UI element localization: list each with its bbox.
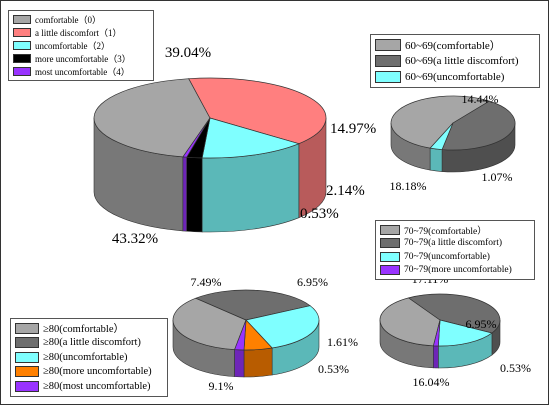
legend-swatch	[13, 15, 31, 24]
legend-item-uncomfortable: 60~69(uncomfortable)	[375, 69, 535, 85]
pie-slice-top	[437, 319, 493, 347]
slice-value-label: 39.04%	[165, 45, 211, 61]
legend-label: ≥80(comfortable）	[43, 323, 124, 335]
legend-label: 70~79(comfortable）	[404, 226, 487, 237]
pie-slice-top	[407, 293, 501, 334]
legend-swatch	[15, 351, 39, 363]
pie-slice-top	[441, 100, 516, 151]
slice-value-label: 16.04%	[413, 375, 450, 389]
legend-swatch	[380, 251, 400, 262]
slice-value-label: 1.07%	[482, 170, 513, 184]
slice-value-label: 0.53%	[500, 361, 531, 375]
legend-label: 70~79(a little discomfort)	[404, 238, 503, 249]
legend-label: ≥80(most uncomfortable)	[43, 380, 151, 392]
pie-slice-side	[429, 147, 443, 172]
slice-value-label: 0.53%	[300, 206, 339, 222]
legend-swatch	[15, 322, 39, 334]
slice-value-label: 1.61%	[327, 335, 358, 349]
legend-item-comfortable: comfortable（0）	[13, 13, 149, 26]
legend-label: 70~79(uncomfortable)	[404, 251, 490, 262]
legend-label: ≥80(a little discomfort)	[43, 337, 141, 349]
pie-slice-side	[243, 347, 273, 378]
legend-item-most-uncomfortable: most uncomfortable（4）	[13, 65, 149, 78]
slice-value-label: 43.32%	[112, 231, 158, 247]
legend-label: 70~79(more uncomfortable)	[404, 265, 512, 276]
slice-value-label: 2.14%	[326, 183, 365, 199]
slice-value-label: 6.95%	[466, 317, 497, 331]
legend-swatch	[15, 366, 39, 378]
legend-label: a little discomfort（1）	[35, 28, 122, 38]
legend-80-plus: ≥80(comfortable） ≥80(a little discomfort…	[10, 318, 168, 397]
legend-item-a-little-discomfort: 60~69(a little discomfort)	[375, 53, 535, 69]
pie-chart-1: 18.18% 14.44% 1.07%	[390, 92, 516, 193]
legend-70-79: 70~79(comfortable） 70~79(a little discom…	[375, 220, 535, 280]
pie-slice-top	[432, 319, 441, 347]
pie-slice-top	[188, 77, 327, 145]
legend-swatch	[13, 67, 31, 76]
legend-item-comfortable: ≥80(comfortable）	[15, 321, 163, 336]
legend-60-69: 60~69(comfortable） 60~69(a little discom…	[370, 34, 540, 88]
legend-swatch	[13, 54, 31, 63]
pie-slice-side	[234, 349, 245, 378]
legend-swatch	[380, 265, 400, 276]
legend-item-most-uncomfortable: ≥80(most uncomfortable)	[15, 379, 163, 394]
slice-value-label: 14.97%	[330, 121, 376, 137]
legend-swatch	[15, 337, 39, 349]
pie-slice-top	[429, 122, 454, 150]
legend-label: uncomfortable（2）	[35, 41, 110, 51]
legend-item-comfortable: 70~79(comfortable）	[380, 223, 530, 237]
pie-slice-top	[172, 297, 247, 350]
legend-item-more-uncomfortable: ≥80(more uncomfortable)	[15, 365, 163, 380]
legend-item-more-uncomfortable: more uncomfortable（3）	[13, 52, 149, 65]
legend-label: 60~69(a little discomfort)	[405, 55, 519, 67]
legend-swatch	[15, 380, 39, 392]
pie-slice-top	[182, 117, 211, 158]
slice-value-label: 9.1%	[209, 379, 234, 393]
pie-slice-top	[201, 117, 300, 159]
pie-slice-side	[186, 156, 203, 233]
legend-swatch	[375, 39, 401, 51]
slice-value-label: 7.49%	[191, 275, 222, 289]
pie-slice-side	[182, 156, 187, 232]
pie-slice-side	[433, 345, 439, 369]
slice-value-label: 0.53%	[318, 362, 349, 376]
legend-item-a-little-discomfort: ≥80(a little discomfort)	[15, 336, 163, 351]
legend-item-a-little-discomfort: 70~79(a little discomfort)	[380, 237, 530, 251]
pie-slice-top	[390, 95, 491, 149]
slice-value-label: 6.95%	[297, 275, 328, 289]
slice-value-label: 18.18%	[390, 179, 427, 193]
legend-label: ≥80(uncomfortable)	[43, 351, 128, 363]
pie-chart-0: 43.32% 39.04% 14.97% 2.14% 0.53%	[93, 45, 376, 247]
legend-item-uncomfortable: uncomfortable（2）	[13, 39, 149, 52]
legend-swatch	[380, 224, 400, 235]
legend-swatch	[380, 238, 400, 249]
legend-swatch	[375, 55, 401, 67]
legend-label: 60~69(uncomfortable)	[405, 71, 505, 83]
pie-chart-2: 9.1% 7.49% 6.95% 1.61% 0.53%	[172, 275, 358, 393]
legend-swatch	[375, 71, 401, 83]
legend-item-uncomfortable: 70~79(uncomfortable)	[380, 250, 530, 264]
legend-swatch	[13, 28, 31, 37]
legend-label: ≥80(more uncomfortable)	[43, 366, 152, 378]
legend-main: comfortable（0） a little discomfort（1） un…	[8, 10, 154, 81]
legend-label: most uncomfortable（4）	[35, 67, 130, 77]
pie-slice-top	[234, 319, 247, 351]
pie-chart-3: 16.04%17.11%6.95%0.53%	[379, 272, 531, 389]
legend-label: more uncomfortable（3）	[35, 54, 131, 64]
legend-swatch	[13, 41, 31, 50]
slice-value-label: 14.44%	[462, 92, 499, 106]
legend-label: 60~69(comfortable）	[405, 40, 501, 52]
legend-item-uncomfortable: ≥80(uncomfortable)	[15, 350, 163, 365]
legend-item-more-uncomfortable: 70~79(more uncomfortable)	[380, 264, 530, 278]
legend-item-comfortable: 60~69(comfortable）	[375, 37, 535, 53]
pie-slice-top	[93, 78, 211, 158]
pie-slice-top	[245, 305, 320, 349]
legend-item-a-little-discomfort: a little discomfort（1）	[13, 26, 149, 39]
pie-slice-top	[194, 289, 312, 321]
legend-label: comfortable（0）	[35, 15, 101, 25]
